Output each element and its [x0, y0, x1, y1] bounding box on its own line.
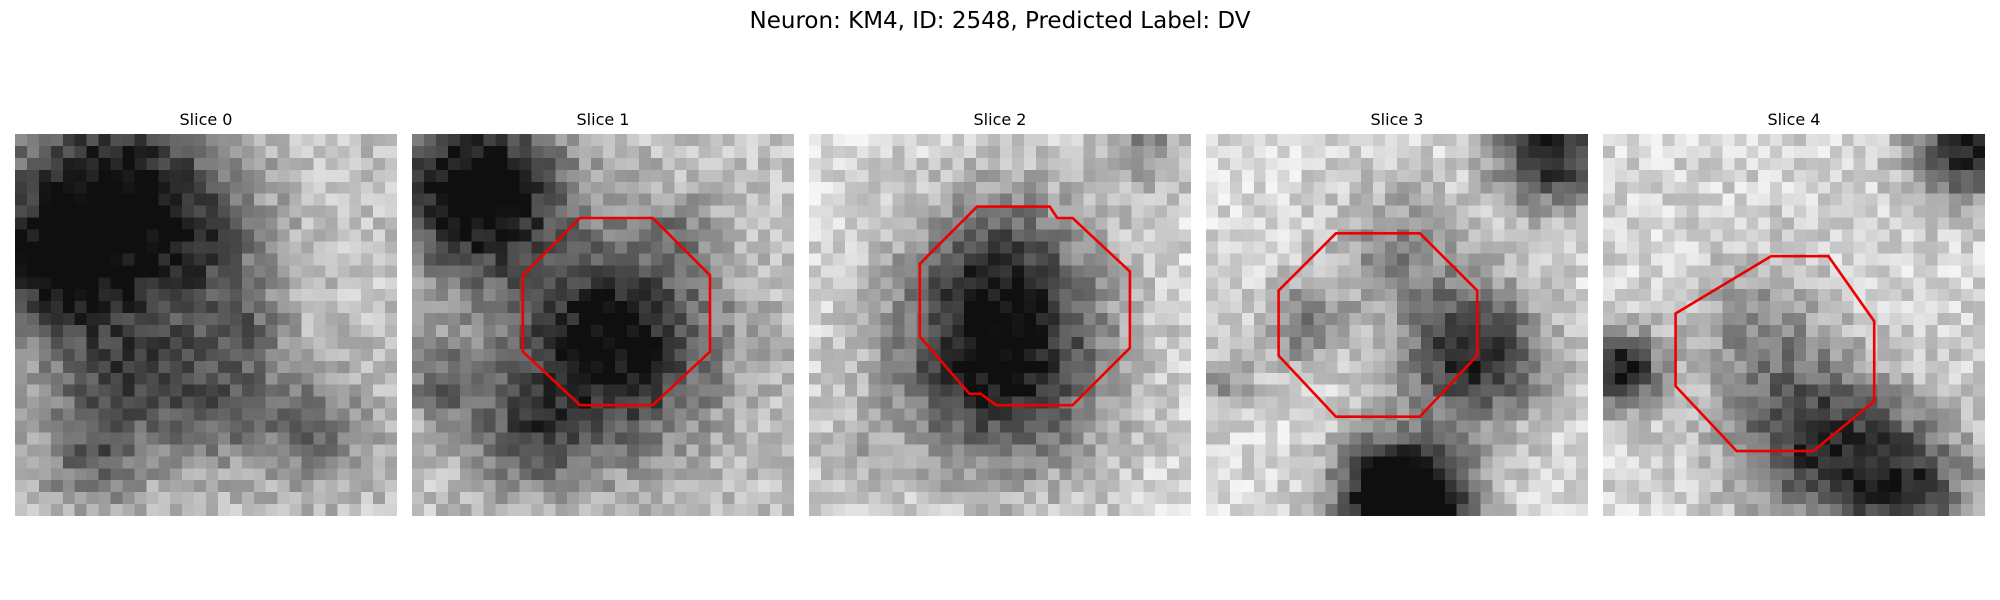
figure-title: Neuron: KM4, ID: 2548, Predicted Label: … [749, 8, 1251, 34]
slice-panel-0: Slice 0 [15, 110, 397, 516]
segmentation-contour [1674, 254, 1876, 453]
slice-title: Slice 2 [973, 110, 1027, 129]
segmentation-contour [1277, 232, 1479, 419]
slice-image [809, 134, 1191, 516]
slice-panel-3: Slice 3 [1206, 110, 1588, 516]
segmentation-contour [521, 216, 712, 407]
slice-image [1603, 134, 1985, 516]
slice-image [1206, 134, 1588, 516]
slice-panel-2: Slice 2 [809, 110, 1191, 516]
slice-panel-4: Slice 4 [1603, 110, 1985, 516]
slice-image [412, 134, 794, 516]
slice-title: Slice 3 [1370, 110, 1424, 129]
slice-title: Slice 4 [1767, 110, 1821, 129]
slice-panel-1: Slice 1 [412, 110, 794, 516]
slice-image [15, 134, 397, 516]
slice-title: Slice 0 [179, 110, 233, 129]
segmentation-contour [918, 205, 1132, 407]
slice-title: Slice 1 [576, 110, 630, 129]
